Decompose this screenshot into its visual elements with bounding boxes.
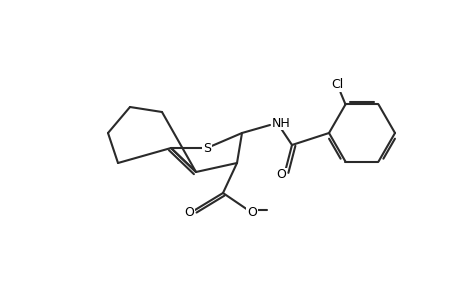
Text: Cl: Cl bbox=[330, 78, 343, 91]
Text: NH: NH bbox=[271, 116, 290, 130]
Text: O: O bbox=[184, 206, 194, 220]
Text: O: O bbox=[275, 169, 285, 182]
Text: S: S bbox=[202, 142, 211, 154]
Text: O: O bbox=[246, 206, 257, 218]
